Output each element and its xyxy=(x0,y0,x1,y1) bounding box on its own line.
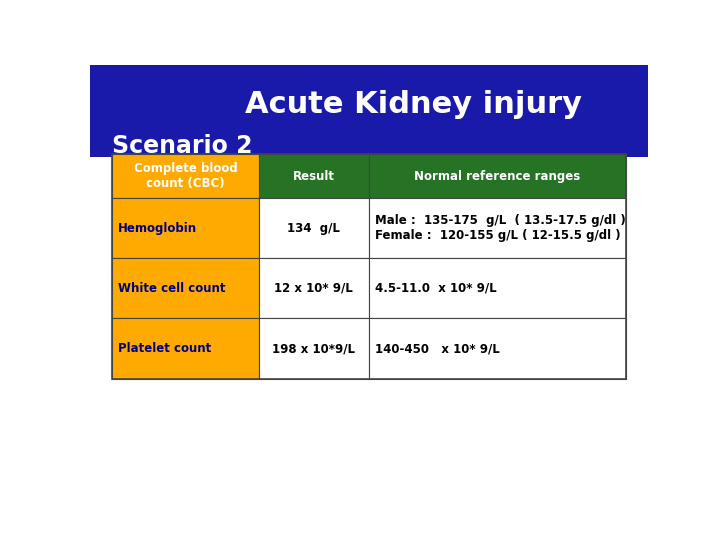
Text: 140-450   x 10* 9/L: 140-450 x 10* 9/L xyxy=(374,342,500,355)
Text: Platelet count: Platelet count xyxy=(118,342,211,355)
Text: Acute Kidney injury: Acute Kidney injury xyxy=(245,90,582,119)
Bar xyxy=(369,319,626,379)
Bar xyxy=(112,154,258,198)
Text: White cell count: White cell count xyxy=(118,282,225,295)
Bar xyxy=(112,319,258,379)
Text: Result: Result xyxy=(293,170,335,183)
Bar xyxy=(258,258,369,319)
Text: 12 x 10* 9/L: 12 x 10* 9/L xyxy=(274,282,354,295)
Bar xyxy=(258,154,369,198)
Bar xyxy=(258,198,369,258)
Bar xyxy=(369,154,626,198)
Bar xyxy=(112,198,258,258)
Text: 134  g/L: 134 g/L xyxy=(287,221,341,234)
Bar xyxy=(112,154,626,379)
Text: 4.5-11.0  x 10* 9/L: 4.5-11.0 x 10* 9/L xyxy=(374,282,496,295)
Text: Complete blood
count (CBC): Complete blood count (CBC) xyxy=(134,162,238,190)
Bar xyxy=(112,258,258,319)
Bar xyxy=(369,198,626,258)
Text: 198 x 10*9/L: 198 x 10*9/L xyxy=(272,342,355,355)
Bar xyxy=(90,65,648,157)
Bar xyxy=(258,319,369,379)
Bar xyxy=(369,258,626,319)
Text: Male :  135-175  g/L  ( 13.5-17.5 g/dl )
Female :  120-155 g/L ( 12-15.5 g/dl ): Male : 135-175 g/L ( 13.5-17.5 g/dl ) Fe… xyxy=(374,214,626,242)
Text: Scenario 2: Scenario 2 xyxy=(112,134,253,158)
Text: Hemoglobin: Hemoglobin xyxy=(118,221,197,234)
Text: Normal reference ranges: Normal reference ranges xyxy=(414,170,580,183)
